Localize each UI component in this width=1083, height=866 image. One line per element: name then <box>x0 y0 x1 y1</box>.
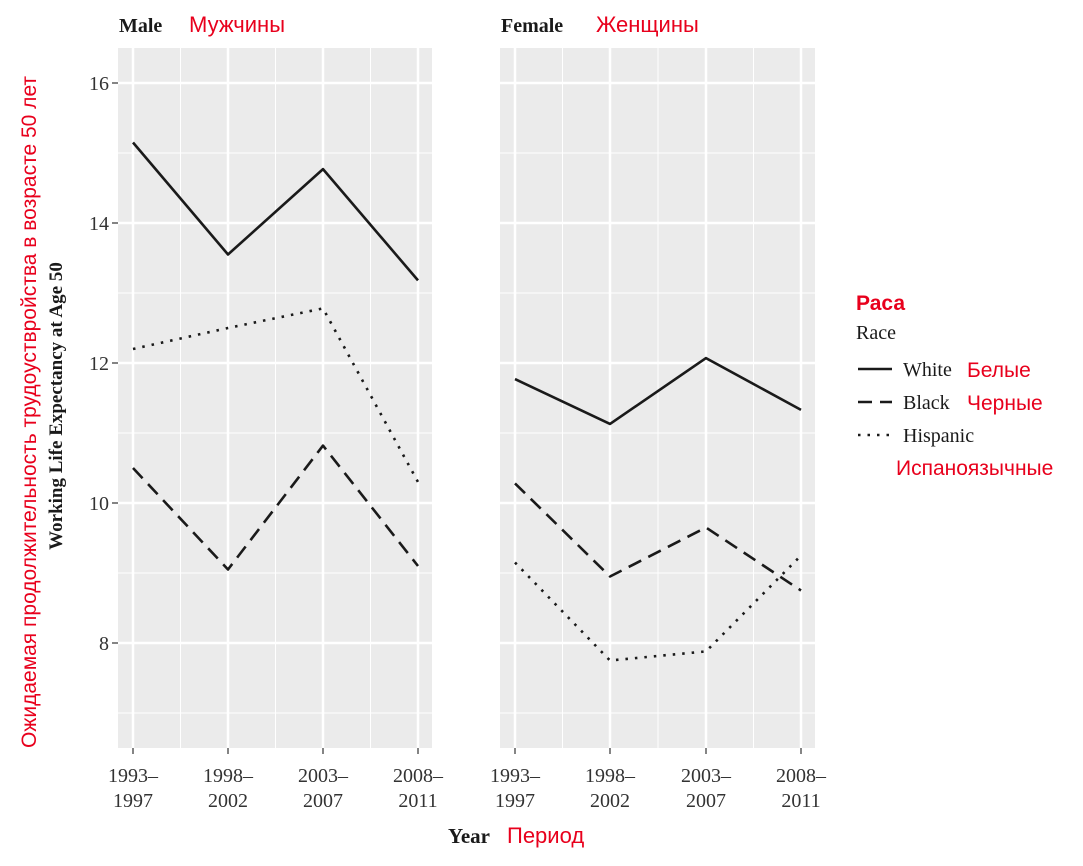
x-tick-label: 2007 <box>303 790 343 812</box>
x-tick-label: 2011 <box>398 790 437 812</box>
y-tick-label: 8 <box>99 633 109 655</box>
series-line-hispanic-male <box>132 307 420 483</box>
y-tick-label: 12 <box>89 353 109 375</box>
x-axis-label: Year <box>448 824 490 848</box>
legend-label-ru-white: Белые <box>967 359 1031 382</box>
legend-label-ru-black: Черные <box>967 392 1043 415</box>
x-tick-label: 2008– <box>776 765 827 787</box>
legend-title: Race <box>856 322 896 344</box>
x-tick-label: 2007 <box>686 790 726 812</box>
x-tick-label: 1998– <box>203 765 254 787</box>
x-tick-label: 2002 <box>208 790 248 812</box>
y-tick-label: 14 <box>89 213 109 235</box>
legend-label-black: Black <box>903 392 950 414</box>
x-tick-label: 2003– <box>298 765 349 787</box>
series-line-white-female <box>514 356 802 426</box>
panel-title-ru: Женщины <box>596 12 699 37</box>
legend-title-ru: Раса <box>856 292 905 315</box>
series-line-black-male <box>132 444 420 571</box>
legend-label-ru-hispanic: Испаноязычные <box>896 457 1053 480</box>
x-tick-label: 1993– <box>108 765 159 787</box>
y-axis-label-ru: Ожидаемая продолжительность трудоустврой… <box>18 76 41 748</box>
legend-label-white: White <box>903 359 952 381</box>
series-line-black-female <box>514 482 802 592</box>
series-line-hispanic-female <box>514 554 802 662</box>
x-tick-label: 1998– <box>585 765 636 787</box>
x-tick-label: 1997 <box>495 790 535 812</box>
x-tick-label: 2011 <box>781 790 820 812</box>
series-line-white-male <box>132 141 419 282</box>
x-tick-label: 2002 <box>590 790 630 812</box>
y-axis-label: Working Life Expectancy at Age 50 <box>46 262 67 550</box>
x-tick-label: 1993– <box>490 765 541 787</box>
panel-title: Female <box>501 15 563 37</box>
legend-label-hispanic: Hispanic <box>903 425 974 447</box>
x-axis-label-ru: Период <box>507 823 584 848</box>
x-tick-label: 2008– <box>393 765 444 787</box>
y-tick-label: 10 <box>89 493 109 515</box>
x-tick-label: 1997 <box>113 790 153 812</box>
panel-title-ru: Мужчины <box>189 12 285 37</box>
panel-female: 1993– 1997 1998– 2002 2003– 2007 2008– 2011 Fema… <box>490 12 827 812</box>
legend: Раса Race White Белые Black Черные Hispanic И… <box>856 292 1053 480</box>
panel-male: 1993– 1997 1998– 2002 2003– 2007 2008– 2011 8 10 1… <box>89 12 444 812</box>
panel-title: Male <box>119 15 162 37</box>
x-tick-label: 2003– <box>681 765 732 787</box>
y-tick-label: 16 <box>89 73 109 95</box>
